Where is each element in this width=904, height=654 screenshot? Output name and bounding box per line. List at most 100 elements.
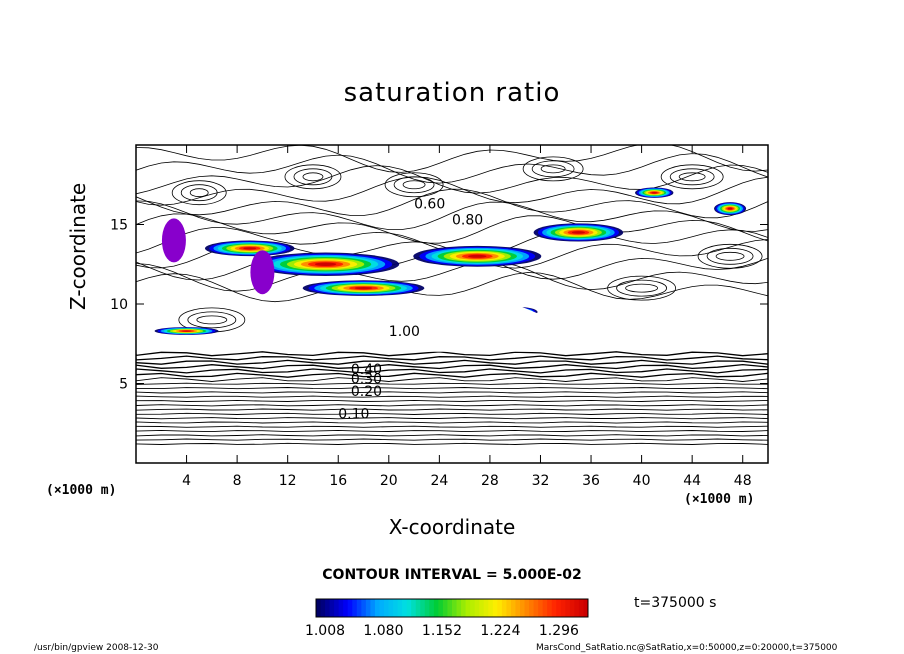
contour-line [136,351,768,357]
colorbar-cell [515,599,521,617]
contour-line [136,417,768,420]
contour-loop [189,188,209,198]
colorbar-cell [510,599,516,617]
colorbar-cell [501,599,507,617]
shaded-region [651,191,658,194]
colorbar-cell [393,599,399,617]
colorbar-cell [497,599,503,617]
contour-label: 0.10 [338,406,369,422]
colorbar-cell [565,599,571,617]
colorbar-cell [542,599,548,617]
shaded-region [161,218,186,263]
contour-line [136,387,768,390]
contour-line [136,382,768,385]
contour-loop [669,168,715,186]
x-axis-label: X-coordinate [388,515,516,539]
contour-loop [522,156,584,182]
colorbar-cell [483,599,489,617]
contour-interval-text: CONTOUR INTERVAL = 5.000E-02 [322,567,582,583]
contour-line [136,399,768,402]
contour-loop [660,164,724,190]
colorbar-tick-label: 1.152 [422,623,462,639]
contour-line [136,434,768,437]
colorbar-cell [569,599,575,617]
contour-line [136,272,768,303]
y-axis-unit: (×1000 m) [46,483,117,498]
contour-label: 1.00 [389,324,420,340]
contour-line [136,363,768,370]
colorbar-cell [334,599,340,617]
colorbar-cell [438,599,444,617]
footer-left: /usr/bin/gpview 2008-12-30 [34,643,159,653]
contour-loop [196,315,228,325]
colorbar-tick-label: 1.080 [363,623,403,639]
contour-loop [706,247,754,265]
chart-title: saturation ratio [343,78,561,108]
contour-line [136,421,768,424]
colorbar-cell [347,599,353,617]
colorbar-cell [370,599,376,617]
colorbar-cell [474,599,480,617]
contour-line [136,429,768,433]
colorbar-cell [583,599,589,617]
colorbar-frame [315,598,589,618]
x-tick-label: 16 [329,473,347,489]
shaded-region [354,286,373,290]
shaded-region [314,262,337,266]
colorbar-cell [384,599,390,617]
colorbar-cell [447,599,453,617]
contour-loop [607,275,676,301]
colorbar-cell [578,599,584,617]
colorbar-cell [574,599,580,617]
x-tick-label: 36 [582,473,600,489]
colorbar-cell [361,599,367,617]
x-tick-label: 28 [481,473,499,489]
contour-line [136,372,768,378]
contour-line [136,395,768,398]
colorbar-cell [429,599,435,617]
colorbar-cell [352,599,358,617]
colorbar-cell [524,599,530,617]
y-axis-label: Z-coordinate [66,182,90,310]
contour-line [136,412,768,415]
colorbar-cell [492,599,498,617]
x-tick-label: 24 [430,473,448,489]
contour-loop [697,243,763,269]
shaded-region [571,231,585,234]
contour-loop [616,279,667,297]
time-label: t=375000 s [634,595,717,611]
contour-line [136,200,768,232]
contour-line [136,359,768,365]
colorbar-cell [406,599,412,617]
colorbar-cell [320,599,326,617]
colorbar-cell [374,599,380,617]
shaded-region [250,250,275,295]
contour-line [136,368,768,374]
shaded-region [243,247,257,250]
x-tick-label: 8 [233,473,242,489]
x-tick-label: 44 [683,473,701,489]
contour-loop [715,251,745,261]
colorbar-cell [433,599,439,617]
y-tick-label: 5 [119,377,128,393]
footer-right: MarsCond_SatRatio.nc@SatRatio,x=0:50000,… [536,643,838,653]
colorbar-cell [488,599,494,617]
contour-label: 0.30 [351,372,382,388]
unshaded-region [376,288,554,352]
contour-line [136,261,768,292]
colorbar-cell [538,599,544,617]
contour-loop [284,164,342,190]
colorbar-cell [465,599,471,617]
contour-label: 0.20 [351,384,382,400]
shaded-region [727,207,733,210]
colorbar-cell [547,599,553,617]
x-tick-label: 32 [532,473,550,489]
colorbar-cell [506,599,512,617]
contour-line [136,153,768,184]
contour-line [136,377,768,382]
colorbar-cell [556,599,562,617]
x-tick-label: 20 [380,473,398,489]
colorbar-cell [442,599,448,617]
x-tick-label: 40 [633,473,651,489]
